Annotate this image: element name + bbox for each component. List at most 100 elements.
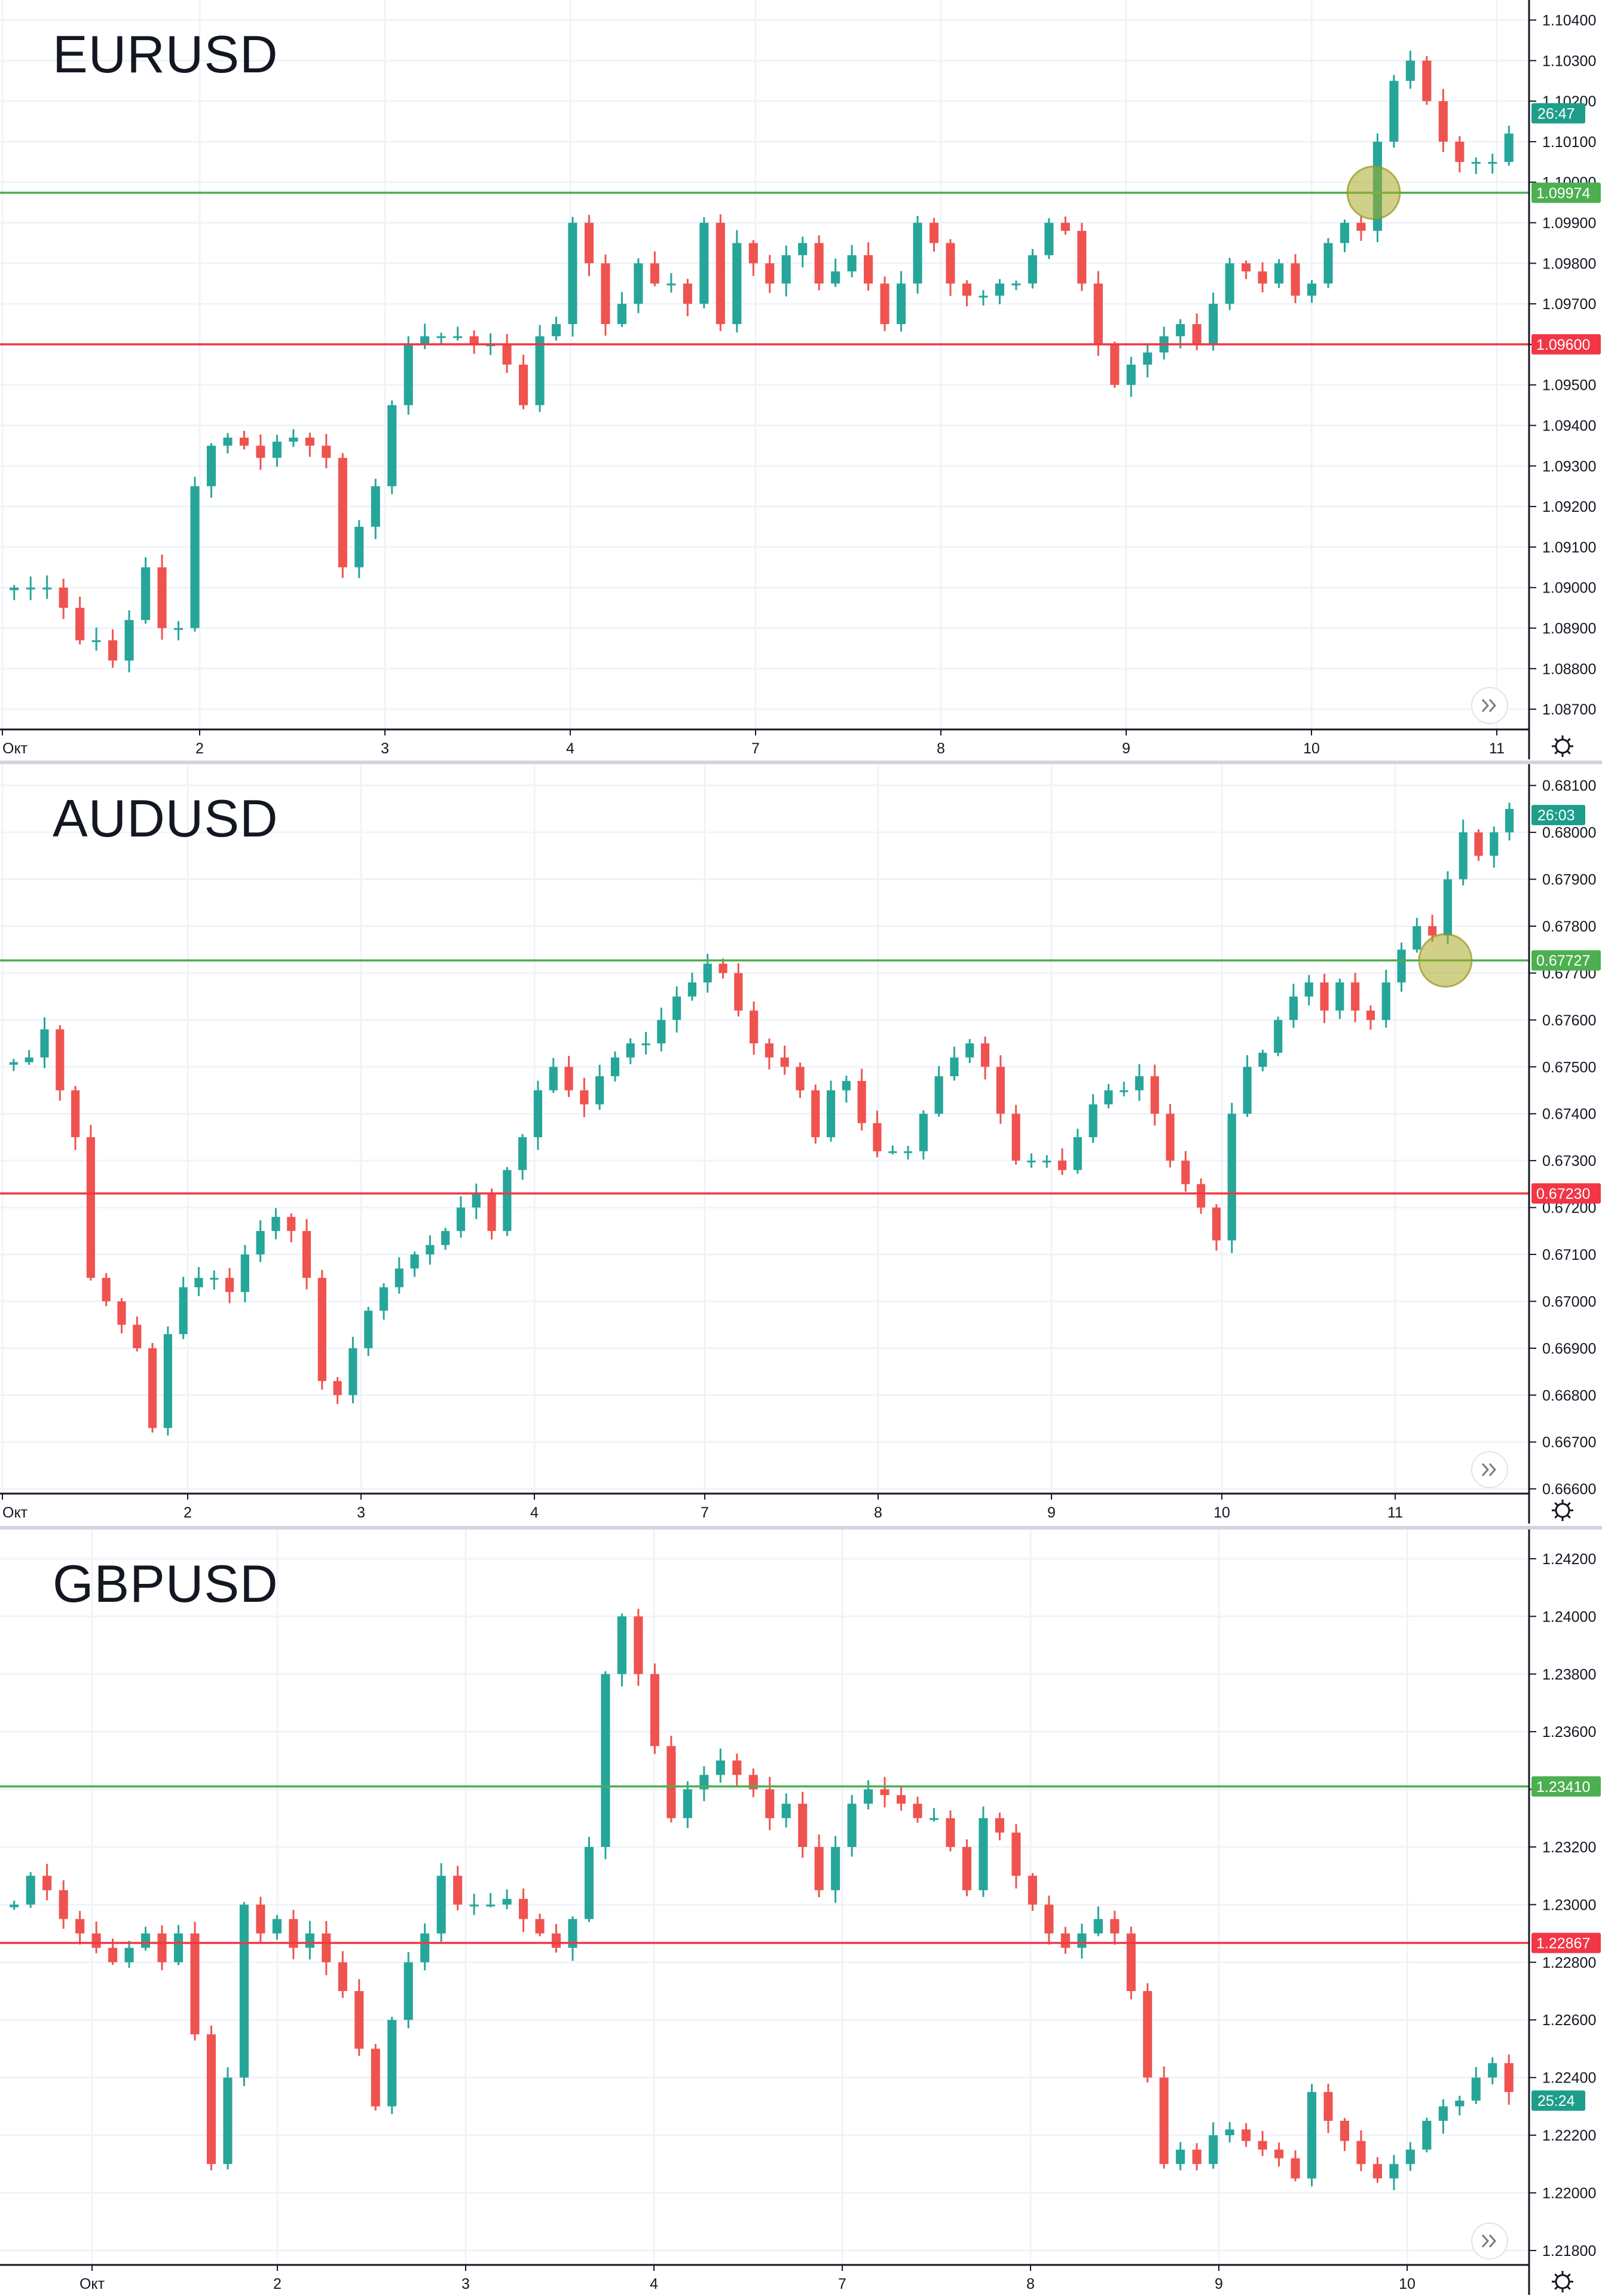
- candle-body: [1335, 982, 1344, 1011]
- y-tick-label: 0.67100: [1542, 1247, 1596, 1263]
- candle: [913, 1796, 922, 1823]
- x-tick-label: 2: [195, 740, 204, 757]
- candle: [322, 433, 331, 469]
- candle: [1389, 75, 1399, 148]
- y-tick-label: 0.66600: [1542, 1481, 1596, 1498]
- candle: [1093, 271, 1103, 356]
- candle: [395, 1257, 403, 1294]
- settings-gear-icon[interactable]: [1552, 2271, 1573, 2292]
- candle: [1274, 259, 1284, 288]
- eurusd-chart-panel[interactable]: 1.104001.103001.102001.101001.100001.099…: [0, 0, 1602, 759]
- candle-body: [42, 587, 52, 590]
- candle: [1011, 1824, 1021, 1889]
- scroll-to-latest-button[interactable]: [1471, 2222, 1508, 2260]
- candle-body: [379, 1287, 389, 1311]
- candle: [1126, 1926, 1136, 1999]
- candle: [1159, 326, 1169, 360]
- gear-tooth: [1554, 1515, 1558, 1519]
- candle: [1176, 2142, 1185, 2170]
- candle: [1289, 984, 1298, 1028]
- candle: [641, 1031, 650, 1055]
- gbpusd-chart-panel[interactable]: 1.242001.240001.238001.236001.234001.232…: [0, 1529, 1602, 2296]
- candle-body: [1258, 1052, 1267, 1067]
- candle-body: [1057, 1161, 1067, 1170]
- candle-body: [732, 1760, 742, 1775]
- candle-body: [26, 1876, 35, 1905]
- candle: [420, 1923, 430, 1971]
- countdown-badge: [1531, 805, 1585, 826]
- y-tick-label: 1.10400: [1542, 13, 1596, 29]
- candle: [864, 242, 873, 291]
- candle: [595, 1064, 604, 1110]
- eurusd-chart-svg[interactable]: 1.104001.103001.102001.101001.100001.099…: [0, 0, 1602, 759]
- candle-body: [831, 271, 840, 284]
- candle: [317, 1270, 326, 1390]
- candle: [272, 435, 282, 467]
- gear-tooth: [1567, 2273, 1571, 2277]
- candle: [535, 1913, 545, 1937]
- candle: [1340, 2118, 1350, 2151]
- candle-body: [403, 1962, 413, 2020]
- candle-body: [10, 1904, 19, 1907]
- candle: [687, 972, 697, 1001]
- scroll-to-latest-button[interactable]: [1471, 1451, 1508, 1488]
- level-price-label: 0.67230: [1536, 1186, 1590, 1202]
- candle-body: [847, 255, 857, 271]
- candle-body: [595, 1076, 604, 1105]
- candle-body: [995, 283, 1004, 296]
- candle-body: [190, 486, 200, 628]
- candle: [9, 1059, 18, 1071]
- settings-gear-icon[interactable]: [1552, 735, 1573, 757]
- candle: [842, 1076, 851, 1103]
- candle: [1320, 973, 1329, 1024]
- candle: [650, 1663, 659, 1754]
- candle: [699, 1766, 709, 1802]
- candle: [1110, 341, 1120, 388]
- countdown-label: 26:03: [1537, 807, 1575, 824]
- candle: [190, 1922, 200, 2041]
- candle-body: [1192, 2150, 1202, 2164]
- x-tick-label: 8: [937, 740, 945, 757]
- candle: [580, 1077, 589, 1118]
- candle: [1192, 2143, 1202, 2170]
- audusd-chart-svg[interactable]: 0.681000.680000.679000.678000.677000.676…: [0, 764, 1602, 1525]
- candle-body: [934, 1076, 943, 1114]
- y-tick-label: 1.09000: [1542, 580, 1596, 597]
- candle-body: [163, 1334, 172, 1428]
- candle-body: [617, 1616, 626, 1674]
- candle: [814, 1834, 824, 1897]
- candle-body: [1471, 2077, 1481, 2101]
- x-tick-label: 7: [838, 2276, 846, 2292]
- gbpusd-chart-svg[interactable]: 1.242001.240001.238001.236001.234001.232…: [0, 1529, 1602, 2296]
- candle: [551, 316, 561, 341]
- candle-body: [535, 336, 545, 405]
- candle: [1488, 154, 1497, 174]
- candle: [206, 2025, 216, 2170]
- y-tick-label: 1.08700: [1542, 701, 1596, 718]
- candle: [75, 596, 85, 645]
- candle: [814, 235, 824, 291]
- candle: [1135, 1064, 1144, 1101]
- candle-body: [1366, 1010, 1375, 1020]
- candle: [157, 1925, 167, 1971]
- candles-layer: [10, 1608, 1514, 2190]
- settings-gear-icon[interactable]: [1552, 1500, 1573, 1521]
- candle-body: [601, 1674, 610, 1847]
- candle: [338, 1951, 347, 1998]
- candle-body: [108, 640, 118, 661]
- candle-body: [456, 1207, 466, 1231]
- audusd-chart-panel[interactable]: 0.68100 0.68000 0.67900 0.67800 0.67700 0.676…: [0, 764, 1602, 1525]
- candle-body: [148, 1348, 157, 1428]
- gear-tooth: [1554, 750, 1558, 755]
- candle: [1405, 50, 1415, 89]
- scroll-to-latest-button[interactable]: [1471, 687, 1508, 724]
- candle: [56, 1025, 65, 1101]
- candle-body: [40, 1029, 49, 1058]
- y-tick-label: 0.68000: [1542, 825, 1596, 841]
- level-price-label: 0.67727: [1536, 952, 1590, 969]
- candle-body: [91, 640, 101, 642]
- candle: [1490, 826, 1499, 868]
- candle: [601, 254, 610, 336]
- candle: [549, 1058, 558, 1094]
- level-price-label: 1.23410: [1536, 1779, 1590, 1796]
